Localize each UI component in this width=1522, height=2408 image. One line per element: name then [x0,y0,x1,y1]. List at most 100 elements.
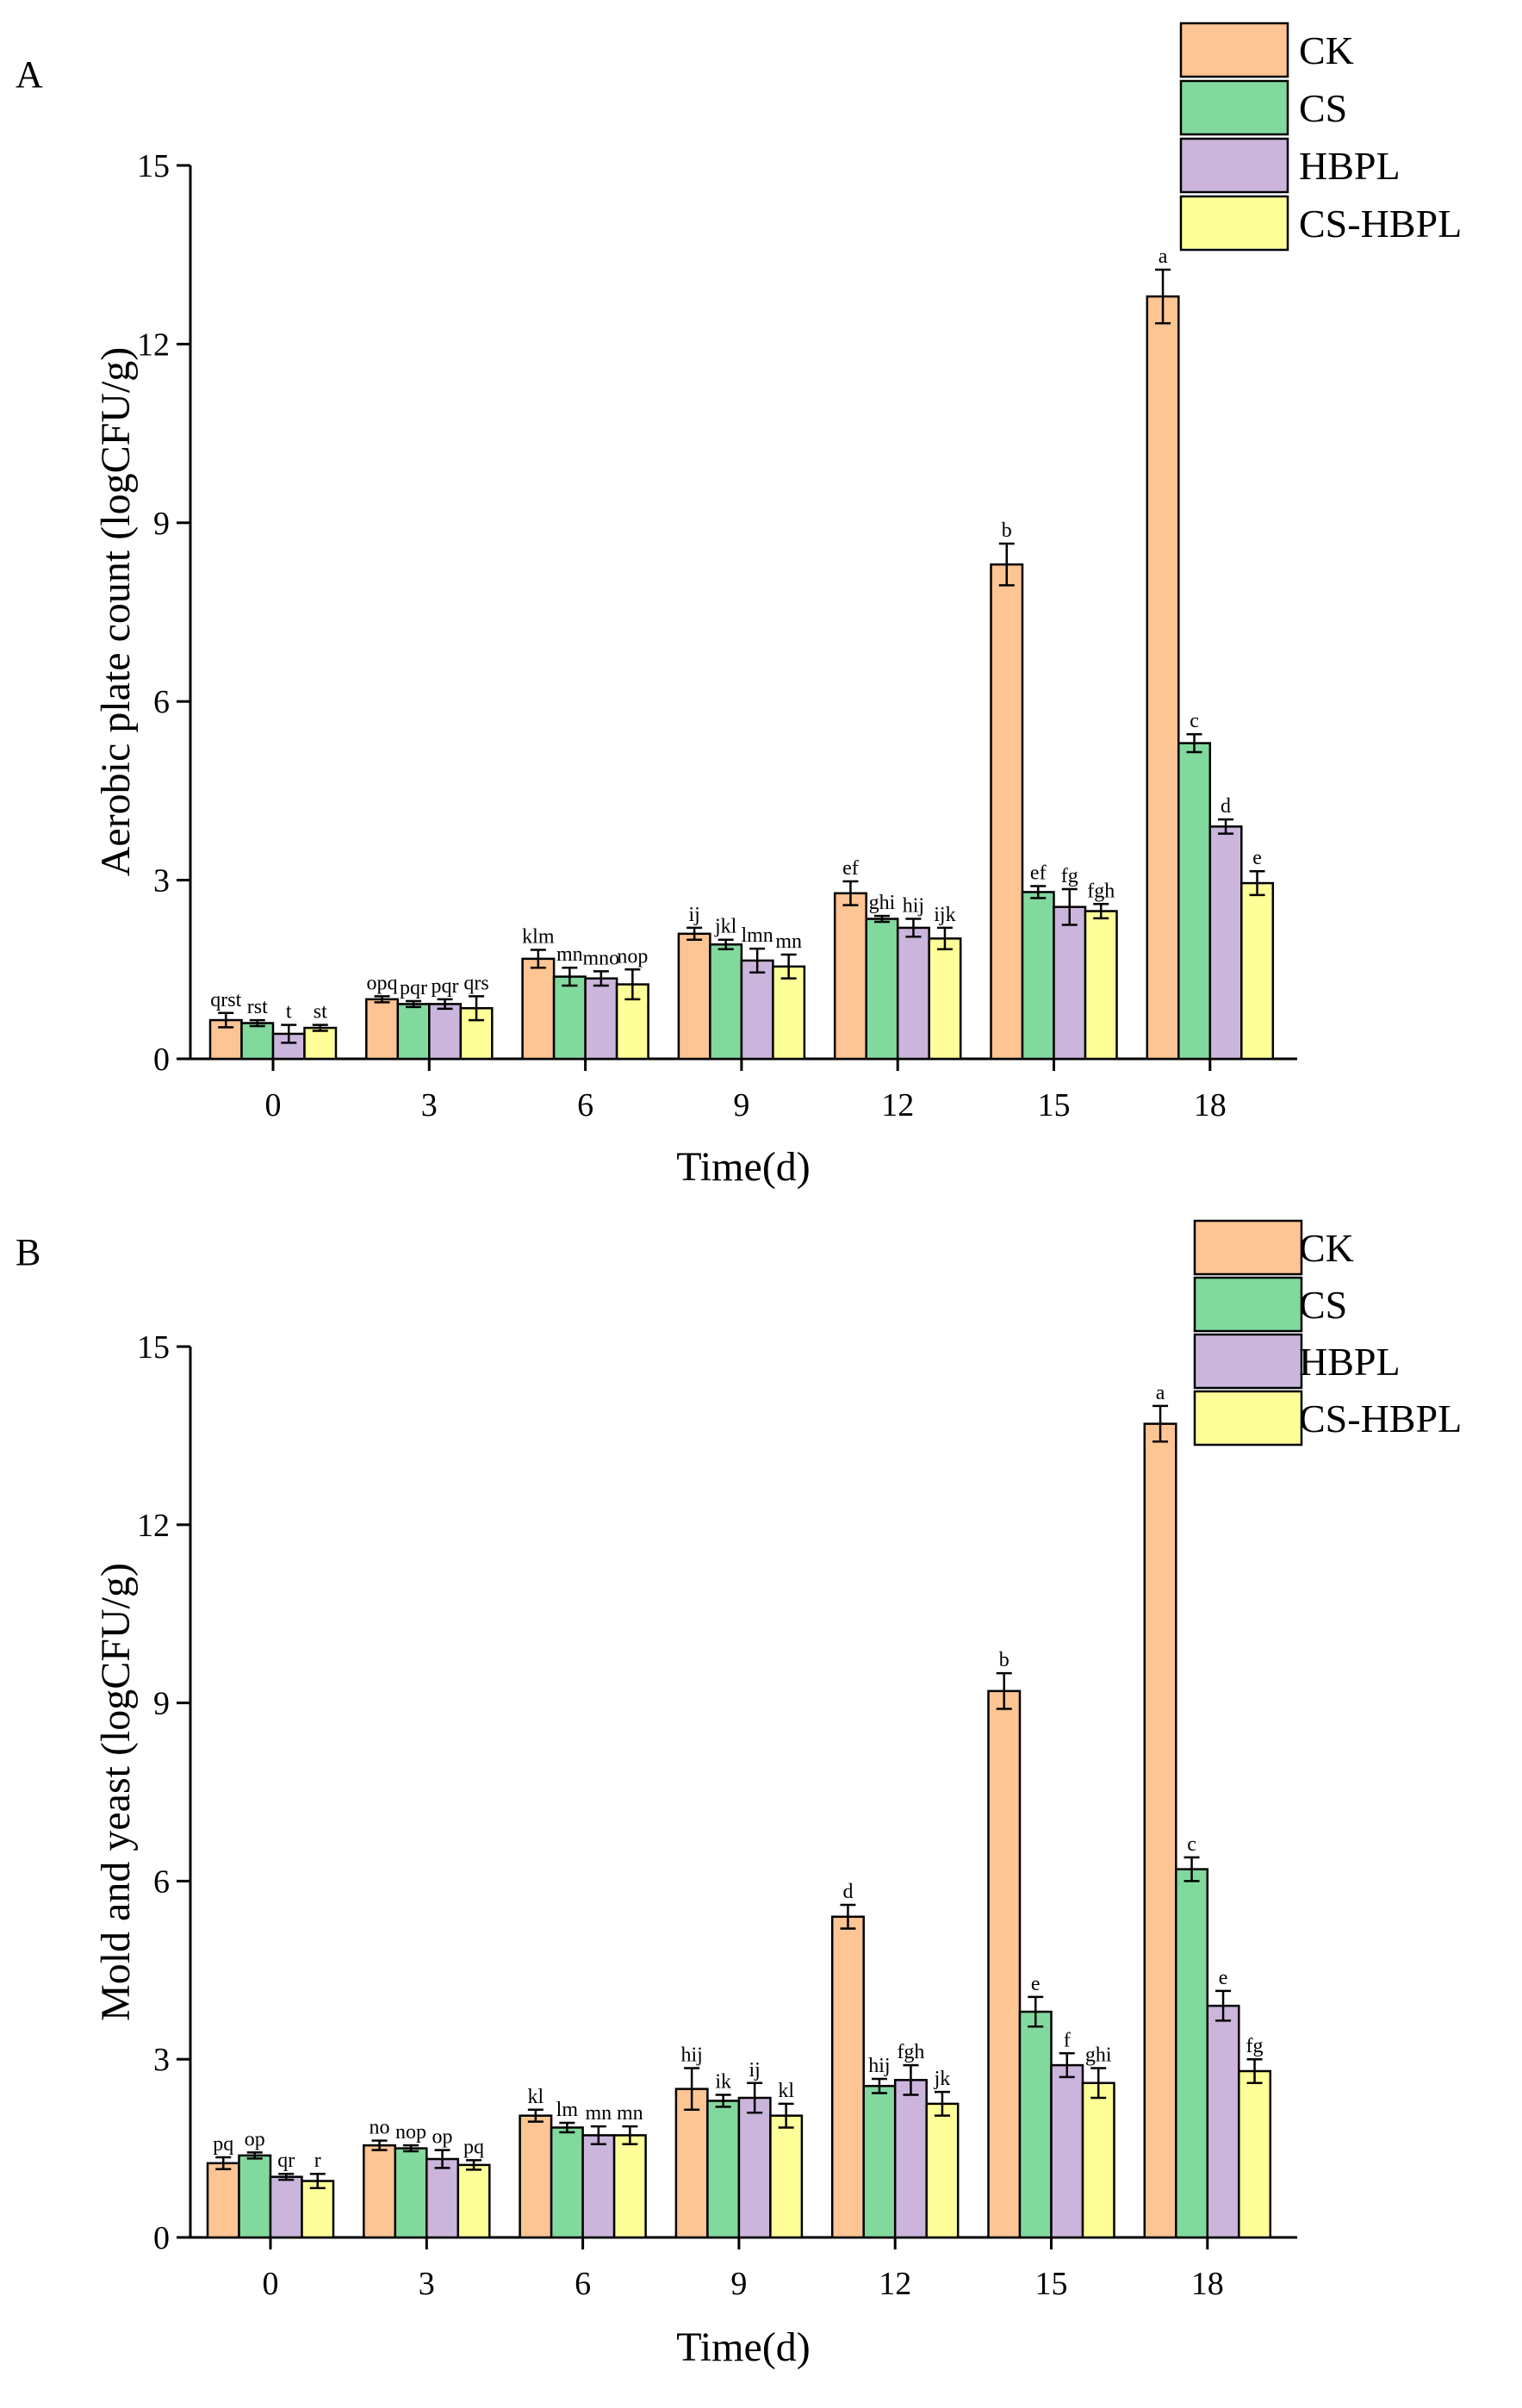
bar-cs-hbpl [772,965,806,1061]
significance-label: d [1221,795,1231,818]
significance-label: a [1156,1382,1165,1404]
significance-label: r [314,2150,321,2172]
bar-cs-hbpl [612,2134,647,2239]
bar-cs [865,918,899,1061]
bar-ck [1146,295,1180,1061]
significance-label: mn [617,2102,643,2125]
bar-cs [396,1003,431,1061]
x-tick-label: 12 [881,1087,914,1123]
significance-label: c [1187,1833,1196,1856]
legend-label: HBPL [1299,144,1401,188]
x-tick-label: 18 [1191,2266,1224,2302]
significance-label: hij [868,2055,890,2077]
significance-label: ghi [869,892,896,914]
bars-a [208,268,1275,1061]
bar-hbpl [737,2096,772,2239]
bar-hbpl [1053,905,1087,1061]
bar-cs [240,1022,275,1061]
bar-cs [552,975,587,1061]
significance-label: kl [778,2080,794,2102]
x-tick-label: 12 [879,2266,911,2302]
x-tick-label: 9 [733,1087,749,1123]
bar-cs [706,2100,741,2239]
panel-label-a: A [16,53,43,96]
significance-label: fgh [1087,880,1115,902]
significance-label: ij [749,2059,760,2081]
significance-label: d [842,1881,853,1903]
y-tick-label: 6 [153,1864,170,1900]
significance-label: pq [213,2133,233,2156]
significance-label: nop [617,945,648,968]
significance-label: op [432,2126,453,2149]
x-tick-label: 3 [419,2266,435,2302]
bar-hbpl [740,959,774,1061]
x-axis-title-a: Time(d) [676,1144,811,1190]
bar-cs-hbpl [301,2180,335,2239]
x-tick-label: 0 [265,1087,282,1123]
significance-label: t [286,1001,292,1024]
significance-label: jkl [714,916,737,938]
bar-hbpl [1208,825,1243,1061]
significance-label: op [245,2128,265,2150]
significance-label: fgh [897,2041,924,2063]
significance-label: mn [775,930,802,953]
bar-cs [1021,891,1055,1061]
bar-hbpl [428,1003,463,1061]
significance-label: ij [688,904,699,926]
y-axis-title-b: Mold and yeast (logCFU/g) [93,1563,139,2021]
significance-label: ef [1030,862,1047,885]
x-ticks-a: 0 3 6 9 12 15 18 [265,1059,1227,1123]
legend-label: CS-HBPL [1299,1397,1462,1440]
bar-cs-hbpl [1240,881,1275,1061]
bar-ck [1143,1422,1177,2239]
significance-label: a [1159,246,1168,268]
y-axis-title-a: Aerobic plate count (logCFU/g) [93,347,139,877]
x-tick-label: 18 [1194,1087,1227,1123]
significance-label: kl [528,2086,544,2108]
significance-label: hij [903,895,924,918]
legend-swatch [1193,1333,1303,1390]
significance-label: fg [1061,865,1078,887]
x-tick-label: 0 [263,2266,279,2302]
significance-label: qrst [210,989,241,1011]
legend-swatch [1193,1390,1303,1447]
y-tick-label: 0 [153,1042,170,1078]
y-tick-label: 6 [153,684,170,720]
legend-a: CK CS HBPL CS-HBPL [1179,22,1462,252]
x-tick-label: 3 [421,1087,438,1123]
significance-label: mn [586,2102,612,2125]
bar-cs-hbpl [1084,910,1118,1061]
significance-label: nop [395,2121,426,2144]
bar-cs-hbpl [457,2163,491,2239]
legend-b: CK CS HBPL CS-HBPL [1193,1219,1462,1447]
legend-label: CK [1299,28,1354,72]
bar-cs [1018,2010,1053,2239]
legend-label: CS [1299,86,1347,130]
legend-swatch [1179,195,1289,252]
bar-hbpl [269,2175,303,2239]
x-tick-label: 15 [1038,1087,1071,1123]
bar-cs [709,943,743,1061]
y-ticks-b: 0 3 6 9 12 15 [137,1329,190,2256]
significance-label: st [314,1001,327,1024]
bar-cs-hbpl [928,937,962,1061]
x-tick-label: 9 [730,2266,747,2302]
significance-label: lm [556,2099,579,2121]
bar-cs [1175,1868,1209,2239]
bar-ck [521,957,556,1061]
legend-swatch [1179,79,1289,136]
bars-b [206,1404,1272,2239]
bar-hbpl [1050,2063,1084,2239]
legend-swatch [1193,1276,1303,1333]
bar-cs-hbpl [1238,2069,1272,2239]
bar-ck [363,2144,397,2239]
y-tick-label: 0 [153,2220,170,2256]
significance-label: klm [522,925,555,948]
significance-label: no [370,2117,390,2139]
bar-cs-hbpl [1081,2081,1115,2239]
bar-ck [987,1689,1022,2239]
bar-ck [677,932,711,1061]
legend-label: HBPL [1299,1340,1401,1384]
legend-swatch [1179,22,1289,78]
